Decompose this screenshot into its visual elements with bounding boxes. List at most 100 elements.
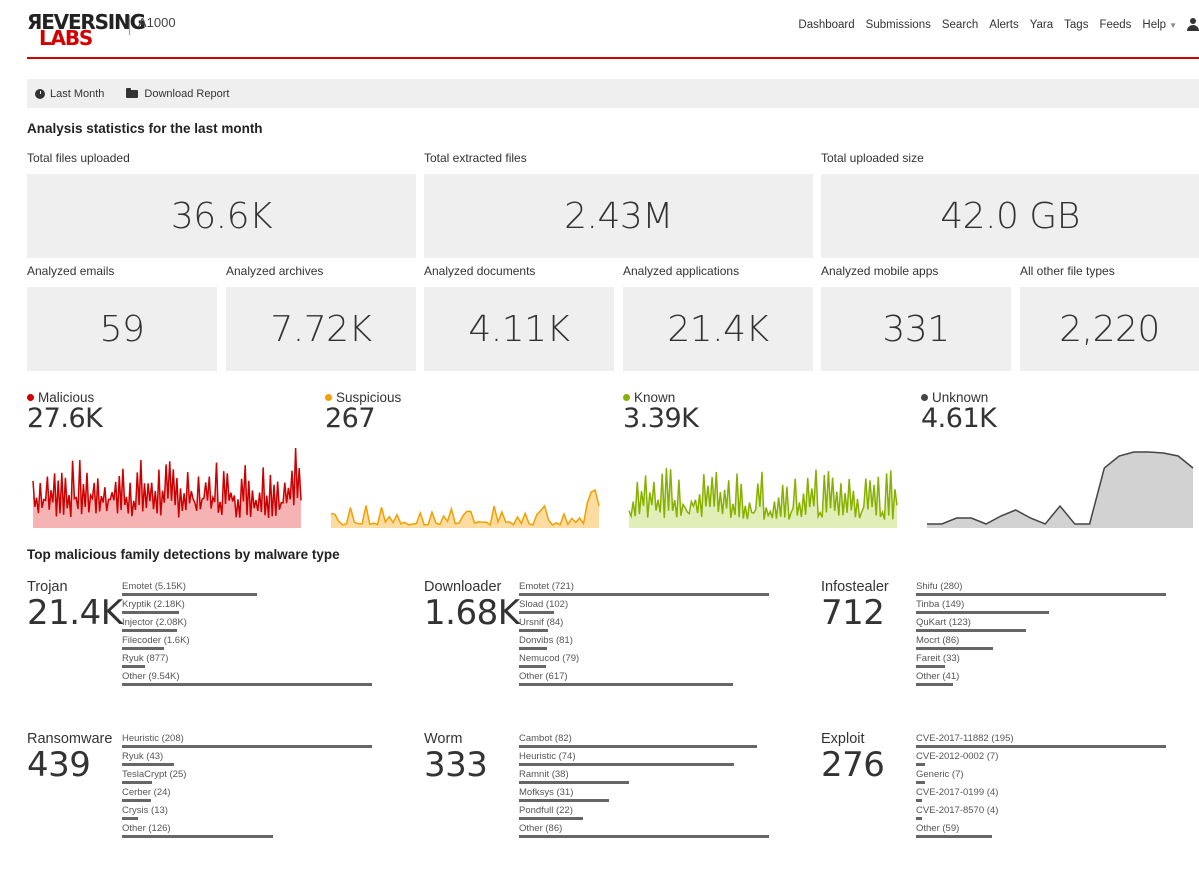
family-row[interactable]: Emotet (5.15K)	[122, 581, 392, 599]
family-row[interactable]: CVE-2012-0002 (7)	[916, 751, 1186, 769]
family-row[interactable]: Other (617)	[519, 671, 789, 689]
period-selector[interactable]: Last Month	[35, 88, 104, 100]
family-row[interactable]: Cerber (24)	[122, 787, 392, 805]
nav-alerts[interactable]: Alerts	[989, 18, 1019, 31]
family-label[interactable]: TeslaCrypt (25)	[122, 769, 187, 780]
family-row[interactable]: Heuristic (74)	[519, 751, 789, 769]
family-label[interactable]: CVE-2017-0199 (4)	[916, 787, 999, 798]
stat-other-types[interactable]: 2,220	[1020, 287, 1199, 371]
family-row[interactable]: QuKart (123)	[916, 617, 1186, 635]
verdict-malicious[interactable]: Malicious 27.6K	[27, 390, 307, 528]
nav-feeds[interactable]: Feeds	[1099, 18, 1132, 31]
family-row[interactable]: Mocrt (86)	[916, 635, 1186, 653]
family-label[interactable]: Heuristic (74)	[519, 751, 576, 762]
stat-total-files[interactable]: 36.6K	[27, 174, 416, 258]
reversinglabs-logo[interactable]: ЯEVERSING LABS	[27, 12, 146, 48]
family-label[interactable]: CVE-2012-0002 (7)	[916, 751, 999, 762]
verdict-unknown[interactable]: Unknown 4.61K	[921, 390, 1199, 528]
family-label[interactable]: Ursnif (84)	[519, 617, 564, 628]
family-row[interactable]: Ryuk (43)	[122, 751, 392, 769]
family-label[interactable]: Sload (102)	[519, 599, 569, 610]
family-row[interactable]: CVE-2017-0199 (4)	[916, 787, 1186, 805]
stat-archives[interactable]: 7.72K	[226, 287, 416, 371]
download-report-button[interactable]: Download Report	[126, 87, 229, 100]
family-label[interactable]: Shifu (280)	[916, 581, 963, 592]
family-label[interactable]: Ryuk (877)	[122, 653, 169, 664]
verdict-suspicious[interactable]: Suspicious 267	[325, 390, 605, 528]
family-row[interactable]: Heuristic (208)	[122, 733, 392, 751]
family-row[interactable]: Injector (2.08K)	[122, 617, 392, 635]
family-label[interactable]: Other (41)	[916, 671, 960, 682]
family-row[interactable]: Tinba (149)	[916, 599, 1186, 617]
family-label[interactable]: Cambot (82)	[519, 733, 572, 744]
family-row[interactable]: Mofksys (31)	[519, 787, 789, 805]
family-row[interactable]: Other (41)	[916, 671, 1186, 689]
family-label[interactable]: Ramnit (38)	[519, 769, 569, 780]
family-label[interactable]: Crysis (13)	[122, 805, 168, 816]
family-label[interactable]: Tinba (149)	[916, 599, 965, 610]
family-row[interactable]: CVE-2017-11882 (195)	[916, 733, 1186, 751]
stat-applications[interactable]: 21.4K	[623, 287, 813, 371]
nav-yara[interactable]: Yara	[1029, 18, 1054, 31]
family-row[interactable]: Other (126)	[122, 823, 392, 841]
family-row[interactable]: Sload (102)	[519, 599, 789, 617]
family-row[interactable]: Pondfull (22)	[519, 805, 789, 823]
family-row[interactable]: Other (86)	[519, 823, 789, 841]
family-label[interactable]: Injector (2.08K)	[122, 617, 187, 628]
family-row[interactable]: Cambot (82)	[519, 733, 789, 751]
suspicious-dot-icon	[325, 394, 332, 401]
family-row[interactable]: Emotet (721)	[519, 581, 789, 599]
family-row[interactable]: Filecoder (1.6K)	[122, 635, 392, 653]
family-row[interactable]: Generic (7)	[916, 769, 1186, 787]
family-label[interactable]: Other (617)	[519, 671, 568, 682]
family-label[interactable]: Ryuk (43)	[122, 751, 164, 762]
nav-help[interactable]: Help ▼	[1142, 19, 1177, 31]
family-label[interactable]: Filecoder (1.6K)	[122, 635, 190, 646]
family-label[interactable]: Emotet (721)	[519, 581, 574, 592]
family-label[interactable]: Mofksys (31)	[519, 787, 574, 798]
family-label[interactable]: Generic (7)	[916, 769, 964, 780]
family-row[interactable]: Ursnif (84)	[519, 617, 789, 635]
family-row[interactable]: CVE-2017-8570 (4)	[916, 805, 1186, 823]
family-row[interactable]: Other (59)	[916, 823, 1186, 841]
family-label[interactable]: Other (86)	[519, 823, 563, 834]
family-row[interactable]: Kryptik (2.18K)	[122, 599, 392, 617]
family-block-infostealer: Infostealer 712 Shifu (280) Tinba (149) QuKa…	[821, 579, 1191, 719]
nav-search[interactable]: Search	[941, 18, 979, 31]
family-row[interactable]: TeslaCrypt (25)	[122, 769, 392, 787]
family-row[interactable]: Shifu (280)	[916, 581, 1186, 599]
family-label[interactable]: Other (9.54K)	[122, 671, 180, 682]
family-row[interactable]: Nemucod (79)	[519, 653, 789, 671]
family-label[interactable]: Other (59)	[916, 823, 960, 834]
family-label[interactable]: CVE-2017-8570 (4)	[916, 805, 999, 816]
user-icon[interactable]	[1187, 18, 1199, 31]
stat-mobile-apps[interactable]: 331	[821, 287, 1011, 371]
nav-submissions[interactable]: Submissions	[865, 18, 931, 31]
nav-dashboard[interactable]: Dashboard	[798, 18, 855, 31]
family-label[interactable]: Pondfull (22)	[519, 805, 573, 816]
family-label[interactable]: Other (126)	[122, 823, 171, 834]
family-label[interactable]: QuKart (123)	[916, 617, 971, 628]
family-label[interactable]: Emotet (5.15K)	[122, 581, 186, 592]
family-row[interactable]: Other (9.54K)	[122, 671, 392, 689]
family-bar	[916, 781, 925, 784]
family-row[interactable]: Crysis (13)	[122, 805, 392, 823]
family-row[interactable]: Ramnit (38)	[519, 769, 789, 787]
family-row[interactable]: Donvibs (81)	[519, 635, 789, 653]
family-row[interactable]: Ryuk (877)	[122, 653, 392, 671]
stat-uploaded-size[interactable]: 42.0 GB	[821, 174, 1199, 258]
stat-documents[interactable]: 4.11K	[424, 287, 614, 371]
family-label[interactable]: Cerber (24)	[122, 787, 171, 798]
stat-emails[interactable]: 59	[27, 287, 217, 371]
nav-tags[interactable]: Tags	[1064, 18, 1089, 31]
family-label[interactable]: Nemucod (79)	[519, 653, 580, 664]
family-row[interactable]: Fareit (33)	[916, 653, 1186, 671]
family-label[interactable]: Fareit (33)	[916, 653, 960, 664]
family-label[interactable]: Kryptik (2.18K)	[122, 599, 185, 610]
family-label[interactable]: Donvibs (81)	[519, 635, 573, 646]
family-label[interactable]: Mocrt (86)	[916, 635, 960, 646]
family-label[interactable]: Heuristic (208)	[122, 733, 184, 744]
verdict-known[interactable]: Known 3.39K	[623, 390, 903, 528]
family-label[interactable]: CVE-2017-11882 (195)	[916, 733, 1014, 744]
stat-extracted-files[interactable]: 2.43M	[424, 174, 813, 258]
